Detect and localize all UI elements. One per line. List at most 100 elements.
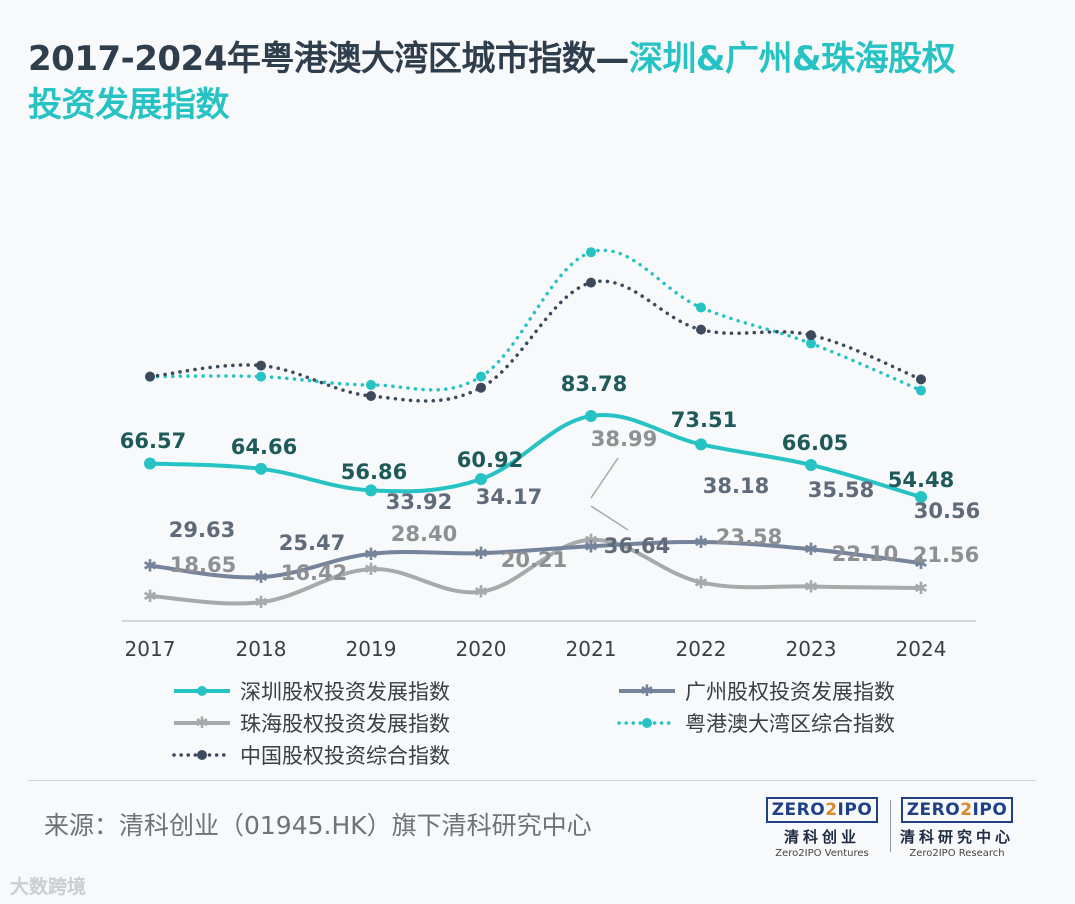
- legend-label-gba: 粤港澳大湾区综合指数: [685, 712, 895, 736]
- series-line-shenzhen: [148, 412, 923, 499]
- data-label-zhuhai-2023: 22.10: [832, 542, 898, 566]
- x-tick-label-2018: 2018: [236, 637, 287, 661]
- point-gba-2022: [696, 302, 706, 313]
- chart-title-main: 2017-2024年粤港澳大湾区城市指数—: [28, 39, 629, 79]
- leader-line-zhuhai-2021: [590, 457, 619, 499]
- logo-cn-ventures: 清科创业: [783, 828, 860, 846]
- point-guangzhou-2018: ✱: [254, 568, 268, 588]
- data-label-guangzhou-2020: 34.17: [476, 485, 542, 509]
- data-label-shenzhen-2018: 64.66: [231, 435, 297, 459]
- data-label-shenzhen-2020: 60.92: [457, 448, 523, 472]
- data-label-zhuhai-2018: 16.42: [281, 561, 347, 585]
- x-tick-label-2023: 2023: [786, 637, 837, 661]
- point-china-2018: [256, 360, 266, 371]
- point-gba-2018: [256, 371, 266, 382]
- x-tick-label-2019: 2019: [346, 637, 397, 661]
- line-chart: 2017 2018 2019 2020 2021 2022 2023 2024✱ ✱✱✱✱✱ ✱ ✱…: [120, 247, 980, 661]
- point-zhuhai-2017: ✱: [143, 587, 157, 607]
- legend-swatch-guangzhou: ✱: [619, 684, 675, 698]
- zero2ipo-research-logo: ZERO2IPO 清科研究中心 Zero2IPO Research: [898, 797, 1016, 859]
- point-guangzhou-2019: ✱: [364, 545, 378, 565]
- legend-swatch-china: [172, 750, 232, 760]
- point-gba-2024: [916, 385, 926, 396]
- point-shenzhen-2023: [805, 458, 817, 471]
- point-zhuhai-2022: ✱: [694, 573, 708, 593]
- point-guangzhou-2021: ✱: [584, 537, 598, 557]
- data-label-shenzhen-2024: 54.48: [888, 468, 954, 492]
- logo-mark-ventures: ZERO2IPO: [765, 797, 879, 823]
- x-tick-label-2022: 2022: [676, 637, 727, 661]
- point-gba-2020: [476, 371, 486, 382]
- data-label-guangzhou-2024: 30.56: [914, 499, 980, 523]
- logo-separator: [890, 800, 891, 852]
- point-china-2024: [916, 374, 926, 385]
- point-guangzhou-2017: ✱: [143, 557, 157, 577]
- legend-item-shenzhen: 深圳股权投资发展指数: [170, 676, 450, 706]
- data-label-guangzhou-2017: 29.63: [169, 518, 235, 542]
- chart-title-accent-2: 投资发展指数: [28, 85, 230, 125]
- data-label-zhuhai-2024: 21.56: [913, 543, 979, 567]
- chart-title: 2017-2024年粤港澳大湾区城市指数—深圳&广州&珠海股权 投资发展指数: [28, 36, 1038, 128]
- data-label-zhuhai-2017: 18.65: [170, 553, 236, 577]
- legend-swatch-shenzhen: [174, 686, 230, 696]
- legend-label-guangzhou: 广州股权投资发展指数: [685, 680, 895, 704]
- legend-label-zhuhai: 珠海股权投资发展指数: [240, 712, 450, 736]
- legend-item-guangzhou: ✱ 广州股权投资发展指数: [615, 676, 895, 706]
- x-tick-label-2020: 2020: [456, 637, 507, 661]
- point-china-2022: [696, 324, 706, 335]
- watermark: 大数跨境: [10, 876, 87, 898]
- svg-text:✱: ✱: [195, 716, 208, 730]
- legend-item-zhuhai: ✱ 珠海股权投资发展指数: [170, 708, 450, 738]
- point-china-2021: [586, 277, 596, 288]
- point-guangzhou-2023: ✱: [804, 540, 818, 560]
- leader-line-guangzhou-2021: [590, 505, 629, 531]
- point-zhuhai-2020: ✱: [474, 583, 488, 603]
- point-china-2017: [145, 371, 155, 382]
- point-guangzhou-2020: ✱: [474, 544, 488, 564]
- x-tick-label-2021: 2021: [566, 637, 617, 661]
- point-zhuhai-2018: ✱: [254, 593, 268, 613]
- data-label-guangzhou-2022: 38.18: [703, 474, 769, 498]
- legend-label-china: 中国股权投资综合指数: [240, 744, 450, 768]
- footer-divider: [28, 780, 1036, 781]
- point-guangzhou-2024: ✱: [914, 554, 928, 574]
- point-china-2019: [366, 390, 376, 401]
- point-shenzhen-2018: [255, 462, 267, 475]
- point-shenzhen-2022: [695, 438, 707, 451]
- point-shenzhen-2020: [475, 473, 487, 486]
- zero2ipo-ventures-logo: ZERO2IPO 清科创业 Zero2IPO Ventures: [763, 797, 881, 859]
- chart-legend: 深圳股权投资发展指数 ✱ 广州股权投资发展指数 ✱ 珠海股权投资发展指数 粤港澳…: [170, 672, 990, 776]
- chart-title-accent-1: 深圳&广州&珠海股权: [628, 39, 956, 79]
- point-zhuhai-2019: ✱: [364, 560, 378, 580]
- svg-text:✱: ✱: [640, 684, 653, 698]
- logo-en-ventures: Zero2IPO Ventures: [775, 848, 869, 859]
- data-label-zhuhai-2021: 38.99: [591, 427, 657, 451]
- series-line-gba: [148, 248, 923, 393]
- point-gba-2019: [366, 379, 376, 390]
- point-gba-2021: [586, 247, 596, 258]
- logo-cn-research: 清科研究中心: [899, 828, 1014, 846]
- x-tick-label-2024: 2024: [896, 637, 947, 661]
- point-china-2023: [806, 330, 816, 341]
- data-label-shenzhen-2021: 83.78: [561, 372, 627, 396]
- series-line-china: [148, 279, 923, 403]
- data-label-shenzhen-2023: 66.05: [782, 431, 848, 455]
- point-guangzhou-2022: ✱: [694, 533, 708, 553]
- point-shenzhen-2021: [585, 409, 597, 422]
- legend-swatch-gba: [617, 718, 677, 728]
- data-label-shenzhen-2019: 56.86: [341, 460, 407, 484]
- data-label-zhuhai-2019: 28.40: [391, 522, 457, 546]
- series-line-zhuhai: [148, 537, 923, 606]
- legend-item-china: 中国股权投资综合指数: [170, 740, 450, 770]
- legend-swatch-zhuhai: ✱: [174, 716, 230, 730]
- point-gba-2023: [806, 338, 816, 349]
- legend-item-gba: 粤港澳大湾区综合指数: [615, 708, 895, 738]
- point-zhuhai-2023: ✱: [804, 577, 818, 597]
- point-shenzhen-2024: [915, 490, 927, 503]
- point-shenzhen-2017: [144, 457, 156, 470]
- point-zhuhai-2024: ✱: [914, 579, 928, 599]
- point-china-2020: [476, 382, 486, 393]
- data-label-guangzhou-2018: 25.47: [279, 531, 345, 555]
- data-label-shenzhen-2017: 66.57: [120, 429, 186, 453]
- point-shenzhen-2019: [365, 484, 377, 497]
